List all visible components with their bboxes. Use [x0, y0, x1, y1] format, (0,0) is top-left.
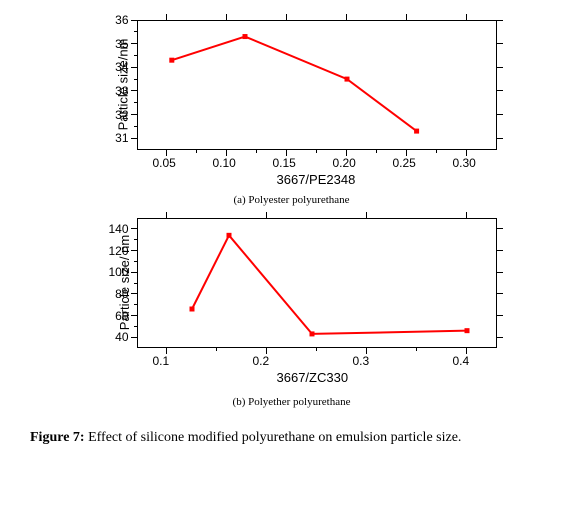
chart-b-marker	[464, 328, 469, 333]
chart-b-svg	[57, 212, 527, 392]
figure-text: Effect of silicone modified polyurethane…	[85, 430, 462, 445]
chart-a-wrap: 0.050.100.150.200.250.30313233343536Part…	[57, 10, 527, 190]
chart-a-svg	[57, 10, 527, 190]
chart-a-marker	[169, 58, 174, 63]
chart-b-subtitle: (b) Polyether polyurethane	[30, 396, 553, 408]
chart-a-line	[171, 37, 416, 132]
chart-b-line	[192, 235, 467, 334]
chart-a-subtitle: (a) Polyester polyurethane	[30, 194, 553, 206]
chart-a-marker	[242, 34, 247, 39]
chart-b-marker	[226, 233, 231, 238]
chart-b-marker	[309, 331, 314, 336]
chart-a-marker	[414, 129, 419, 134]
chart-a-marker	[344, 77, 349, 82]
chart-b-wrap: 0.10.20.30.4406080100120140Particle size…	[57, 212, 527, 392]
figure-label: Figure 7:	[30, 430, 85, 445]
figure-caption: Figure 7: Effect of silicone modified po…	[30, 426, 553, 450]
chart-b-marker	[189, 307, 194, 312]
